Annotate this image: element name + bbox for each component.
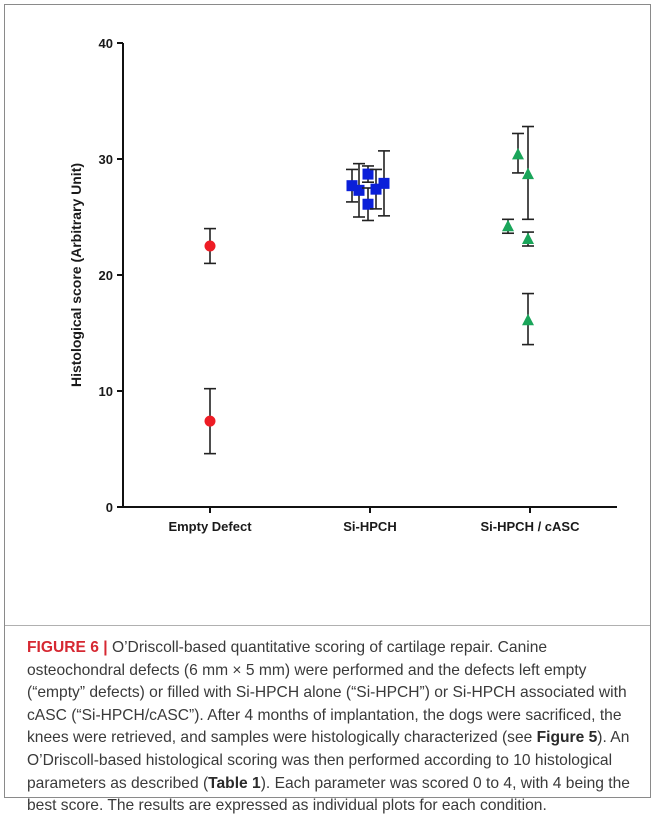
chart: 0 10 20 30 40 Empty Defect Si-HPCH Si-HPCH / c… (68, 36, 617, 534)
caption-label: FIGURE 6 | (27, 639, 108, 656)
y-tick-label: 10 (99, 384, 113, 399)
figure-frame: 0 10 20 30 40 Empty Defect Si-HPCH Si-HPCH / c… (4, 4, 651, 814)
y-tick-label: 40 (99, 36, 113, 51)
figure-caption: FIGURE 6 | O’Driscoll-based quantitative… (27, 637, 639, 818)
caption-text-1: O’Driscoll-based quantitative scoring of… (27, 639, 627, 747)
data-point-square (353, 184, 365, 196)
data-point-triangle (522, 167, 534, 180)
x-category-labels: Empty Defect Si-HPCH Si-HPCH / cASC (168, 507, 580, 534)
caption-divider (5, 625, 650, 626)
y-tick-label: 30 (99, 152, 113, 167)
x-category-label: Si-HPCH / cASC (481, 519, 581, 534)
data-point-square (346, 180, 358, 192)
y-tick-label: 20 (99, 268, 113, 283)
data-point-circle (204, 240, 216, 252)
data-point-triangle (502, 219, 514, 232)
caption-ref-figure: Figure 5 (536, 729, 598, 747)
data-marks (204, 125, 534, 455)
caption-ref-table: Table 1 (208, 774, 261, 792)
data-point-square (378, 177, 390, 189)
data-point-square (362, 168, 374, 180)
data-point-circle (204, 415, 216, 427)
data-point-triangle (522, 313, 534, 326)
axes (122, 43, 617, 508)
y-ticks: 0 10 20 30 40 (99, 36, 123, 515)
y-axis-title: Histological score (Arbitrary Unit) (68, 163, 84, 387)
y-tick-label: 0 (106, 500, 113, 515)
data-point-triangle (512, 147, 524, 160)
data-point-square (370, 183, 382, 195)
caption-text-2: ). An O’Driscoll-based histological scor… (27, 729, 630, 792)
x-category-label: Si-HPCH (343, 519, 396, 534)
data-point-square (362, 198, 374, 210)
data-point-triangle (522, 232, 534, 245)
x-category-label: Empty Defect (168, 519, 252, 534)
